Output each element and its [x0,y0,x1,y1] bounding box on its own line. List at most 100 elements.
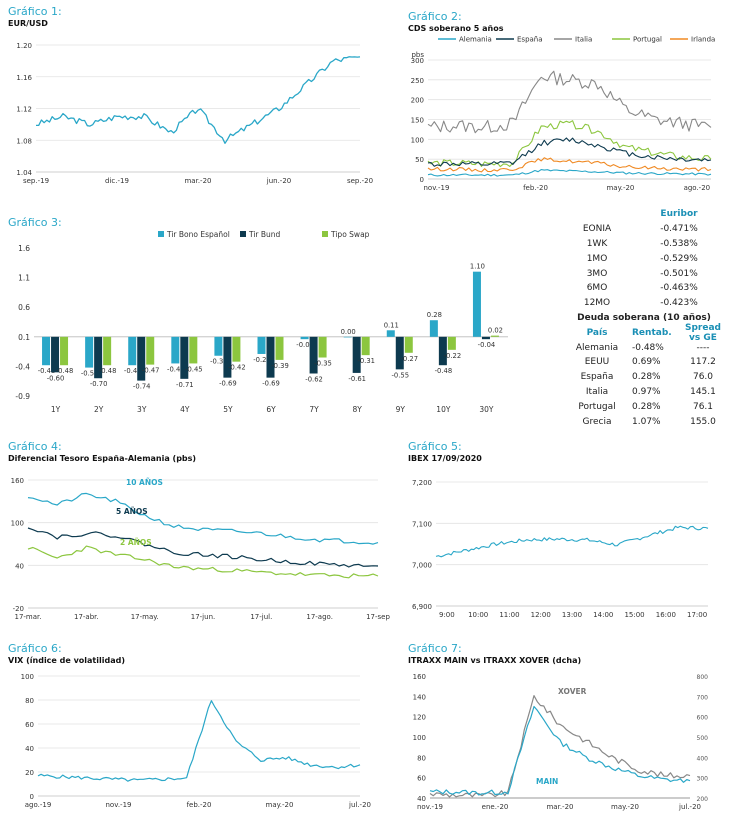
chart-title: Gráfico 5: [408,440,462,453]
vix-line [37,700,361,782]
yield: 0.69% [632,357,661,368]
spread: 76.0 [692,372,714,383]
euribor-rate: -0.471% [660,224,698,235]
euribor-rate: -0.423% [660,298,698,309]
data-label: -0.48 [56,367,74,375]
legend-swatch [240,231,246,237]
x-tick-label: mar.-20 [546,803,573,811]
x-tick-label: 30Y [479,405,494,414]
euribor-row: 6MO -0.463% [562,281,726,296]
x-tick-label: 17-abr. [74,613,99,621]
data-label: -0.32 [210,358,228,366]
y-tick-label: 40 [25,745,34,753]
y-tick-label: 6,900 [412,603,432,611]
series-line [27,492,379,545]
series-line [27,527,379,568]
bar [60,336,69,366]
deuda-row: Alemania -0.48% ---- [562,340,726,355]
x-tick-label: ene.-20 [482,803,509,811]
chart-3-plot: 1.6 1.1 0.6 0.1 -0.4 -0.9 Tir Bono Español Tir … [15,230,508,414]
bar [214,336,223,356]
data-label: -0.04 [478,341,496,349]
country: Portugal [578,401,616,412]
bar [128,336,137,366]
series-line [427,70,712,134]
euribor-row: 1MO -0.529% [562,251,726,266]
x-tick-label: 13:00 [562,611,582,619]
main-line [429,705,691,796]
x-tick-label: ago.-19 [25,801,52,809]
data-label: 1.10 [470,263,485,271]
chart-4: Gráfico 4: Diferencial Tesoro España-Ale… [8,440,390,621]
y-tick-label: 100 [411,136,424,144]
y-tick-label: 120 [413,714,426,722]
x-tick-label: 3Y [137,405,147,414]
x-tick-label: jul.-20 [348,801,371,809]
series-label: 2 AÑOS [120,538,152,547]
data-label: -0.31 [357,357,375,365]
y-tick-label: 100 [21,673,34,681]
y-tick-label: 200 [411,97,424,105]
euribor-term: 1WK [586,238,608,249]
legend-label: Irlanda [691,36,715,44]
y-tick-label: 1.08 [16,137,32,145]
data-label: -0.35 [314,360,332,368]
data-label: -0.04 [296,341,314,349]
series-line [427,157,712,173]
deuda-row: EEUU 0.69% 117.2 [562,355,726,370]
x-tick-label: may.-20 [606,184,634,192]
x-tick-label: 16:00 [656,611,676,619]
y-tick-label: 60 [25,721,34,729]
legend-label: Italia [575,36,592,44]
bar [490,335,499,337]
y-tick-label: 150 [411,117,424,125]
bar [189,336,198,364]
chart-title: Gráfico 1: [8,5,62,18]
yield: 0.28% [632,401,661,412]
series-label: XOVER [558,687,587,696]
bar [472,271,481,337]
legend-label: España [517,36,543,44]
bar [232,336,241,362]
yield: -0.48% [632,342,664,353]
bar [103,336,112,366]
bar [51,336,60,373]
x-tick-label: may.-20 [611,803,639,811]
data-label: 0.28 [427,311,442,319]
x-tick-label: 7Y [309,405,319,414]
country: EEUU [584,357,610,368]
chart-subtitle: VIX (índice de volatilidad) [8,656,125,665]
bar [300,336,309,340]
deuda-row: Italia 0.97% 145.1 [562,385,726,400]
data-label: -0.42 [228,364,246,372]
country: Alemania [575,342,619,353]
data-label: -0.45 [185,365,203,373]
bar [94,336,103,379]
euribor-row: 3MO -0.501% [562,266,726,281]
bar [429,320,438,337]
y-tick-label: 80 [417,754,426,762]
yield: 1.07% [632,416,661,427]
bar [42,336,51,366]
x-tick-label: 9Y [396,405,406,414]
data-label: -0.61 [348,375,366,383]
y2-tick-label: 700 [697,694,709,701]
y-tick-label: 0 [420,176,424,184]
country: España [580,372,614,383]
x-tick-label: sep.-19 [23,177,49,185]
data-label: -0.39 [271,362,289,370]
y-axis-label: pbs [411,51,424,59]
header-pais: País [586,327,608,338]
x-tick-label: 1Y [51,405,61,414]
data-label: -0.22 [444,352,462,360]
y2-tick-label: 600 [697,715,709,722]
spread: 117.2 [690,357,716,368]
chart-5: Gráfico 5: IBEX 17/09/2020 7,200 7,100 7,0… [408,440,723,620]
euribor-term: 3MO [586,268,608,279]
data-label: -0.48 [99,367,117,375]
bar [438,336,447,366]
x-tick-label: 17-jun. [191,613,215,621]
bar [395,336,404,370]
euribor-rate: -0.501% [660,268,698,279]
data-label: -0.71 [176,381,194,389]
